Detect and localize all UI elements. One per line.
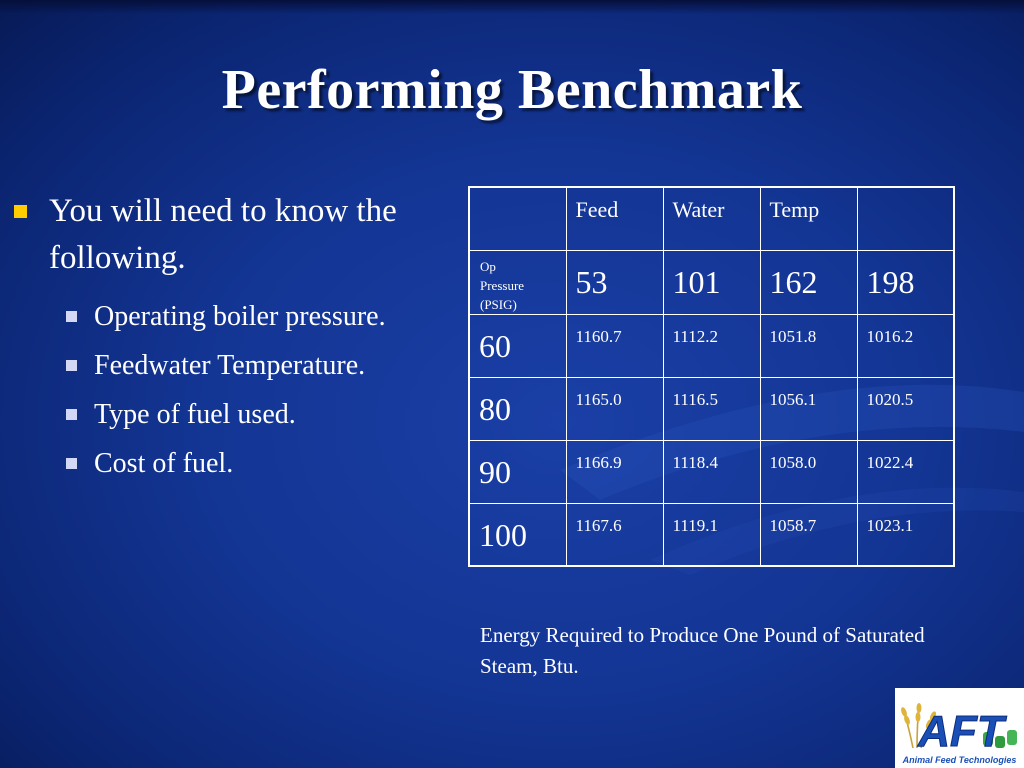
table-temperature-row: Op Pressure (PSIG) 53 101 162 198 [468,249,955,315]
value-cell: 1116.5 [662,376,761,441]
top-band [0,0,1024,14]
table-header-cell: Feed [565,186,664,251]
square-bullet-icon [66,311,77,322]
pressure-cell: 90 [468,439,567,504]
sub-bullet: Cost of fuel. [12,439,462,488]
sub-bullet-text: Operating boiler pressure. [94,301,386,332]
value-cell: 1058.0 [759,439,858,504]
value-cell: 1160.7 [565,313,664,378]
sub-bullet-text: Cost of fuel. [94,448,234,479]
table-header-row: Feed Water Temp [468,186,955,251]
sub-bullet: Operating boiler pressure. [12,292,462,341]
bullet-list: You will need to know the following. Ope… [12,188,462,488]
sub-bullet-text: Feedwater Temperature. [94,350,366,381]
value-cell: 1016.2 [856,313,955,378]
value-cell: 1022.4 [856,439,955,504]
table-row: 80 1165.0 1116.5 1056.1 1020.5 [468,376,955,441]
op-label-line: Pressure [480,277,525,293]
op-label-line: (PSIG) [480,296,517,312]
square-bullet-icon [66,360,77,371]
square-bullet-icon [14,205,27,218]
value-cell: 1056.1 [759,376,858,441]
slide-title: Performing Benchmark [221,59,803,121]
value-cell: 1118.4 [662,439,761,504]
value-cell: 1165.0 [565,376,664,441]
table-row: 100 1167.6 1119.1 1058.7 1023.1 [468,502,955,567]
steam-energy-table: Feed Water Temp Op Pressure (PSIG) 53 101 … [468,186,955,567]
sub-bullet: Type of fuel used. [12,390,462,439]
table-header-cell: Water [662,186,761,251]
sub-bullet-text: Type of fuel used. [94,399,296,430]
table-header-cell [856,186,955,251]
aft-logo-icon: AFT [901,703,1017,757]
square-bullet-icon [66,458,77,469]
main-bullet: You will need to know the following. [12,188,462,282]
temperature-cell: 162 [759,249,858,315]
table-header-cell: Temp [759,186,858,251]
value-cell: 1119.1 [662,502,761,567]
svg-text:AFT: AFT [917,707,1007,756]
op-label-line: Op [480,258,496,274]
pressure-cell: 100 [468,502,567,567]
sub-bullet-list: Operating boiler pressure. Feedwater Tem… [12,292,462,488]
table-row: 60 1160.7 1112.2 1051.8 1016.2 [468,313,955,378]
temperature-cell: 101 [662,249,761,315]
table-caption: Energy Required to Produce One Pound of … [480,623,925,678]
op-pressure-label: Op Pressure (PSIG) [468,249,567,315]
temperature-cell: 53 [565,249,664,315]
value-cell: 1023.1 [856,502,955,567]
main-bullet-text: You will need to know the following. [49,193,397,276]
value-cell: 1167.6 [565,502,664,567]
value-cell: 1058.7 [759,502,858,567]
value-cell: 1112.2 [662,313,761,378]
value-cell: 1166.9 [565,439,664,504]
company-logo: AFT Animal Feed Technologies [895,688,1024,768]
table-row: 90 1166.9 1118.4 1058.0 1022.4 [468,439,955,504]
pressure-cell: 80 [468,376,567,441]
sub-bullet: Feedwater Temperature. [12,341,462,390]
pressure-cell: 60 [468,313,567,378]
square-bullet-icon [66,409,77,420]
value-cell: 1051.8 [759,313,858,378]
value-cell: 1020.5 [856,376,955,441]
temperature-cell: 198 [856,249,955,315]
logo-text: Animal Feed Technologies [902,755,1017,765]
table-header-cell [468,186,567,251]
